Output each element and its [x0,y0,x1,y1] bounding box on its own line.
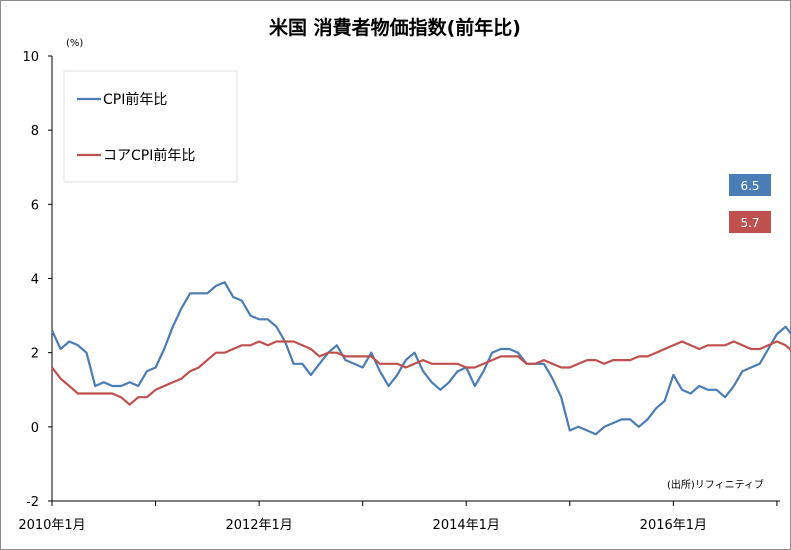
x-tick-label: 2010年1月 [18,518,85,533]
y-tick-label: 0 [31,421,39,436]
x-tick-label: 2012年1月 [225,518,292,533]
x-tick-label: 2016年1月 [640,518,707,533]
y-tick-label: -2 [26,495,39,510]
x-tick-label: 2014年1月 [433,518,500,533]
y-tick-label: 10 [22,50,39,65]
core-cpi-series-line [51,340,791,406]
y-tick-label: 8 [31,124,39,139]
plot-area: 10 8 6 4 2 0 -2 2010年1月 2012年1月 2014年1月 2016年1月 2 0… [18,50,791,533]
core-cpi-last-value: 5.7 [740,216,759,230]
y-tick-label: 2 [31,347,39,362]
series-lines [51,281,791,436]
source-note: (出所)リフィニティブ [667,478,764,491]
legend-label-cpi: CPI前年比 [103,91,167,108]
y-tick-label: 6 [31,198,39,213]
legend-label-core-cpi: コアCPI前年比 [103,147,195,164]
cpi-series-line [51,281,791,436]
legend-box [63,70,238,183]
cpi-last-value: 6.5 [740,179,759,193]
legend: CPI前年比 コアCPI前年比 [63,70,238,183]
core-cpi-last-badge [729,211,771,233]
y-ticks: 10 8 6 4 2 0 -2 [22,50,52,510]
x-ticks: 2010年1月2012年1月2014年1月2016年1月2018年1月2020年… [18,501,778,533]
end-badges: 6.5 5.7 [729,174,771,233]
chart-title: 米国 消費者物価指数(前年比) [269,16,521,39]
y-axis-unit: (%) [66,38,83,49]
y-tick-label: 4 [31,273,39,288]
cpi-last-badge [729,174,771,196]
